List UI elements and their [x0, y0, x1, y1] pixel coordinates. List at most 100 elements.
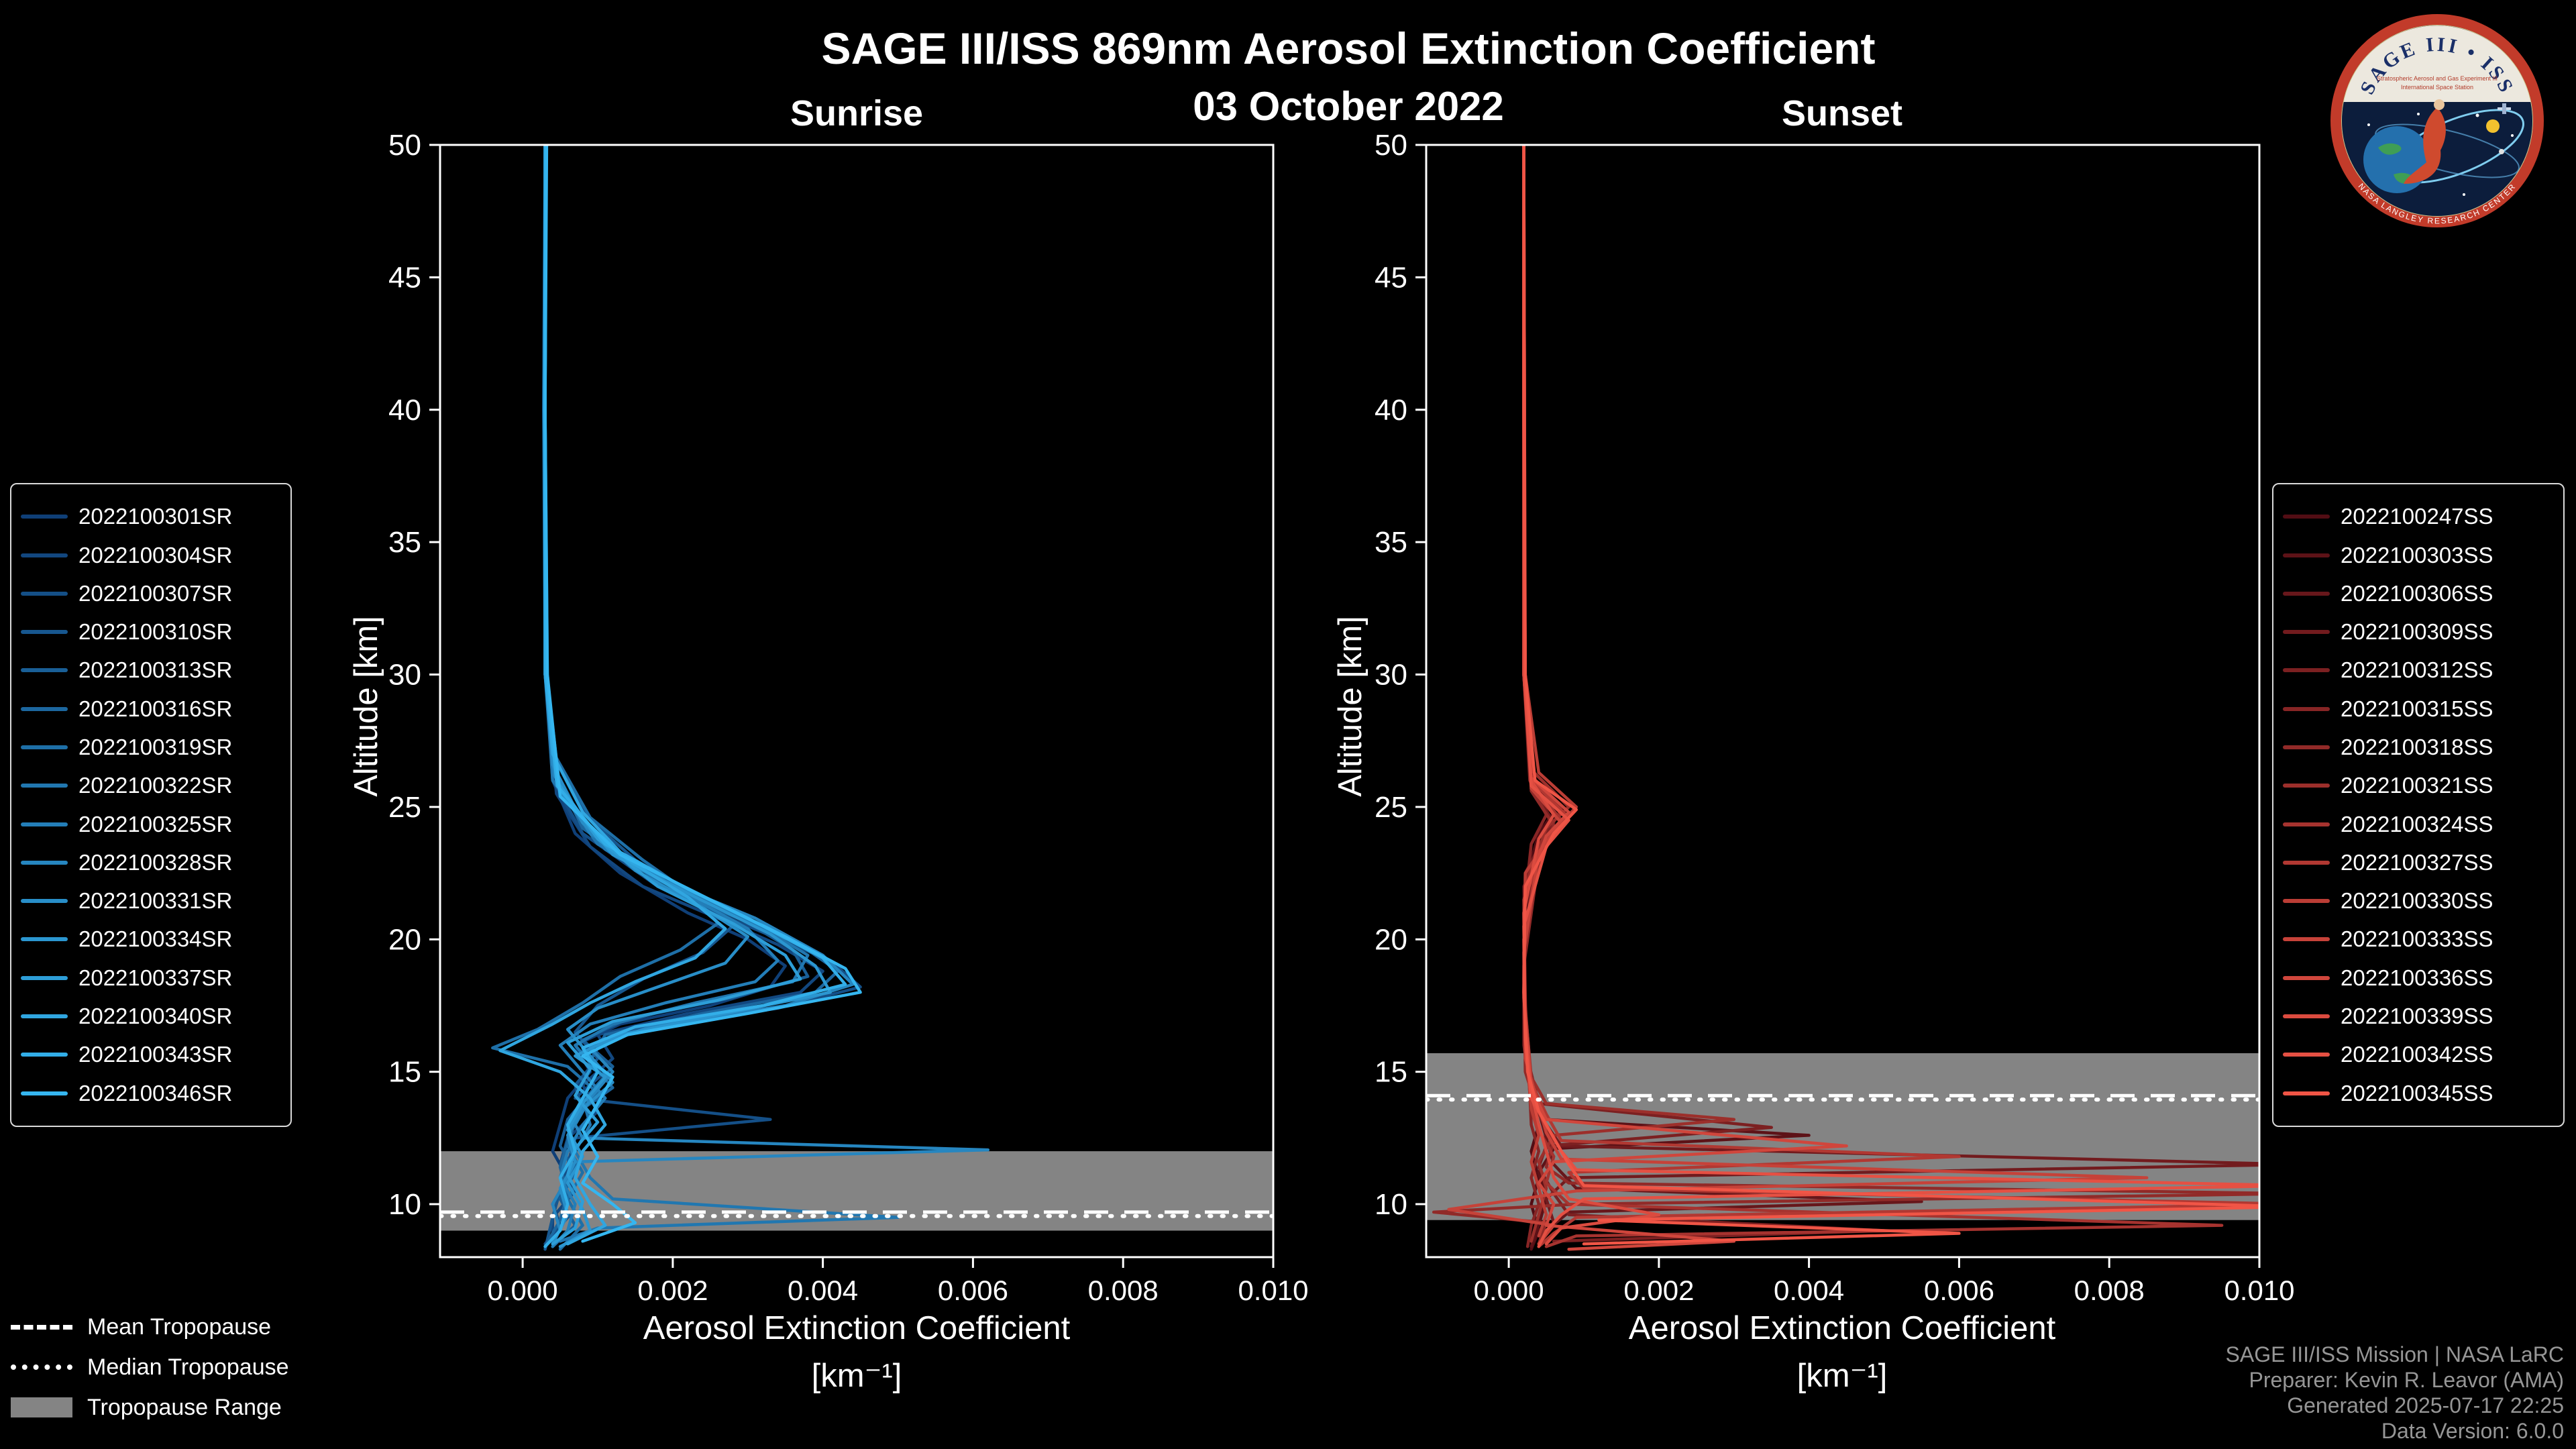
- logo-moon-icon: [2499, 149, 2504, 154]
- orbit-path2-icon: [2375, 123, 2520, 178]
- legend-label: 2022100315SS: [2341, 696, 2493, 721]
- profile-line: [543, 145, 824, 1246]
- y-tick-label: 35: [388, 526, 421, 559]
- legend-sunset: 2022100247SS 2022100303SS 2022100306SS 2022…: [2272, 483, 2565, 1127]
- legend-line-swatch: [21, 706, 68, 711]
- x-tick-label: 0.010: [1238, 1275, 1308, 1306]
- legend-label: 2022100343SR: [78, 1042, 233, 1067]
- profile-line: [543, 145, 750, 1246]
- logo-figure-art: [2404, 107, 2446, 184]
- x-axis-label-sunrise: Aerosol Extinction Coefficient: [643, 1310, 1071, 1346]
- profile-line: [498, 145, 727, 1246]
- legend-label: 2022100333SS: [2341, 926, 2493, 952]
- legend-line-swatch: [21, 553, 68, 557]
- legend-line-swatch: [2283, 591, 2330, 596]
- legend-line-swatch: [21, 668, 68, 673]
- legend-label: 2022100307SR: [78, 580, 233, 606]
- legend-line-swatch: [2283, 822, 2330, 826]
- profile-line: [543, 145, 802, 1246]
- preparer-credit: Preparer: Kevin R. Leavor (AMA): [2249, 1368, 2565, 1392]
- y-tick-label: 10: [388, 1188, 421, 1221]
- median-tropopause-label: Median Tropopause: [87, 1354, 289, 1380]
- dashed-line-swatch: [11, 1324, 72, 1330]
- legend-line-swatch: [2283, 745, 2330, 749]
- y-tick-label: 15: [1375, 1056, 1407, 1089]
- x-tick-label: 0.008: [2074, 1275, 2145, 1306]
- legend-item: 2022100330SS: [2283, 888, 2554, 914]
- legend-item: 2022100324SS: [2283, 812, 2554, 837]
- x-tick-label: 0.008: [1088, 1275, 1159, 1306]
- legend-line-swatch: [21, 937, 68, 942]
- legend-line-swatch: [21, 1014, 68, 1018]
- legend-line-swatch: [21, 1091, 68, 1095]
- mission-credit: SAGE III/ISS Mission | NASA LaRC: [2225, 1342, 2564, 1366]
- legend-item: 2022100303SS: [2283, 543, 2554, 568]
- legend-label: 2022100325SR: [78, 811, 233, 837]
- profile-line: [1522, 145, 2259, 1248]
- x-tick-label: 0.006: [1924, 1275, 1994, 1306]
- legend-label: 2022100316SR: [78, 696, 233, 721]
- legend-line-swatch: [21, 745, 68, 749]
- logo-earth-icon: [2363, 126, 2430, 193]
- legend-item: 2022100313SR: [21, 657, 281, 683]
- plot-area-sunset: [1426, 145, 2259, 1251]
- legend-label: 2022100324SS: [2341, 811, 2493, 837]
- legend-item: 2022100306SS: [2283, 581, 2554, 606]
- x-tick-label: 0.006: [938, 1275, 1008, 1306]
- x-axis-unit-sunrise: [km⁻¹]: [811, 1358, 902, 1394]
- chart-date: 03 October 2022: [1193, 84, 1504, 129]
- x-tick-label: 0.004: [1774, 1275, 1844, 1306]
- panel-title-sunset: Sunset: [1781, 93, 1903, 133]
- legend-item: 2022100301SR: [21, 504, 281, 529]
- y-tick-label: 50: [388, 129, 421, 162]
- logo-tagline1: Stratospheric Aerosol and Gas Experiment…: [2377, 75, 2498, 82]
- legend-label: 2022100247SS: [2341, 504, 2493, 529]
- legend-item: 2022100339SS: [2283, 1004, 2554, 1029]
- legend-label: 2022100334SR: [78, 926, 233, 952]
- legend-item: 2022100328SR: [21, 850, 281, 875]
- legend-item: 2022100247SS: [2283, 504, 2554, 529]
- chart-title: SAGE III/ISS 869nm Aerosol Extinction Co…: [821, 23, 1876, 73]
- profile-line: [543, 145, 862, 1246]
- y-tick-label: 20: [388, 923, 421, 956]
- legend-line-swatch: [21, 899, 68, 904]
- y-tick-label: 40: [1375, 394, 1407, 427]
- y-tick-label: 25: [1375, 791, 1407, 824]
- plot-area-sunrise: [440, 145, 1273, 1251]
- x-axis-label-sunset: Aerosol Extinction Coefficient: [1628, 1310, 2056, 1346]
- legend-item: 2022100312SS: [2283, 657, 2554, 683]
- y-tick-label: 45: [1375, 261, 1407, 294]
- legend-line-swatch: [2283, 515, 2330, 519]
- median-tropopause-legend-item: Median Tropopause: [11, 1347, 289, 1387]
- legend-label: 2022100303SS: [2341, 542, 2493, 568]
- profile-line: [543, 145, 862, 1243]
- legend-item: 2022100346SR: [21, 1081, 281, 1106]
- tropopause-legend: Mean Tropopause Median Tropopause Tropop…: [11, 1307, 289, 1428]
- legend-item: 2022100319SR: [21, 735, 281, 760]
- legend-item: 2022100318SS: [2283, 735, 2554, 760]
- legend-line-swatch: [2283, 899, 2330, 904]
- legend-label: 2022100312SS: [2341, 657, 2493, 683]
- legend-item: 2022100327SS: [2283, 850, 2554, 875]
- legend-item: 2022100340SR: [21, 1004, 281, 1029]
- legend-label: 2022100310SR: [78, 619, 233, 645]
- plot-frame: [1425, 144, 2261, 1258]
- dotted-line-swatch: [11, 1364, 72, 1370]
- mean-tropopause-label: Mean Tropopause: [87, 1313, 272, 1340]
- legend-label: 2022100345SS: [2341, 1080, 2493, 1106]
- legend-line-swatch: [2283, 1091, 2330, 1095]
- profile-line: [543, 145, 847, 1248]
- legend-item: 2022100342SS: [2283, 1042, 2554, 1067]
- legend-line-swatch: [21, 860, 68, 865]
- legend-label: 2022100321SS: [2341, 773, 2493, 798]
- legend-line-swatch: [2283, 1053, 2330, 1057]
- credits: SAGE III/ISS Mission | NASA LaRC Prepare…: [2226, 1342, 2564, 1444]
- legend-line-swatch: [21, 591, 68, 596]
- legend-item: 2022100331SR: [21, 888, 281, 914]
- legend-item: 2022100337SR: [21, 965, 281, 991]
- legend-label: 2022100304SR: [78, 542, 233, 568]
- legend-label: 2022100328SR: [78, 849, 233, 875]
- x-tick-label: 0.002: [1623, 1275, 1694, 1306]
